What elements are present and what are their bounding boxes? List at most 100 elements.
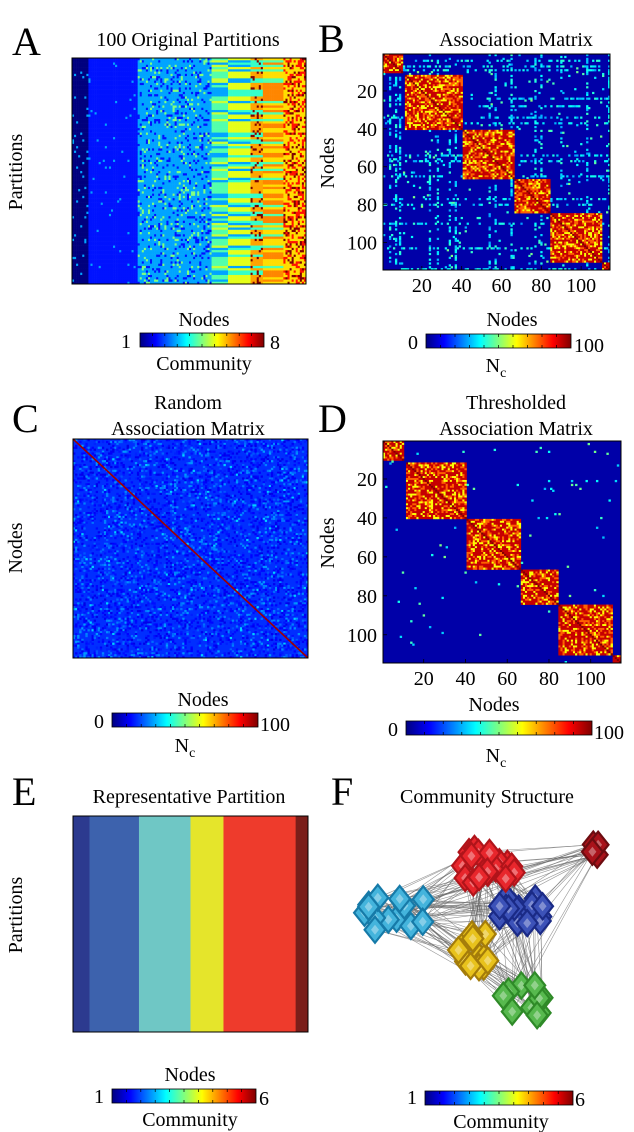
heat-cell	[108, 189, 112, 192]
heat-cell	[96, 121, 99, 124]
heat-cell	[90, 211, 93, 215]
heat-cell	[164, 198, 167, 201]
heat-cell	[100, 148, 104, 151]
heat-cell	[137, 241, 141, 244]
heat-cell	[92, 227, 95, 231]
heat-cell	[108, 155, 112, 158]
heat-cell	[115, 143, 118, 147]
heat-cell	[119, 85, 122, 88]
heat-cell	[168, 250, 171, 253]
heat-cell	[119, 204, 122, 208]
heat-cell	[92, 130, 95, 133]
heat-cell	[127, 155, 130, 158]
heat-cell	[139, 279, 143, 283]
heat-cell	[111, 193, 114, 197]
heat-cell	[74, 146, 77, 149]
heat-cell	[98, 220, 102, 224]
heat-cell	[158, 130, 161, 133]
heat-cell	[86, 91, 89, 95]
heat-cell	[168, 186, 171, 190]
heat-cell	[76, 89, 79, 93]
heat-cell	[121, 265, 124, 269]
heat-cell	[141, 76, 145, 79]
heat-cell	[98, 177, 102, 181]
heat-cell	[166, 268, 169, 271]
heat-cell	[131, 125, 134, 129]
heat-cell	[139, 207, 143, 210]
heat-cell	[160, 220, 163, 224]
heat-cell	[119, 236, 122, 240]
heat-cell	[137, 171, 141, 174]
heat-cell	[164, 256, 167, 260]
heat-cell	[100, 69, 104, 72]
heat-cell	[86, 82, 89, 86]
heat-cell	[162, 107, 165, 111]
heat-cell	[108, 137, 112, 140]
heat-cell	[100, 247, 104, 251]
heat-cell	[84, 261, 87, 264]
heat-cell	[72, 207, 75, 210]
heat-cell	[104, 105, 108, 109]
heat-cell	[96, 213, 99, 217]
heat-cell	[113, 241, 116, 244]
heat-cell	[78, 259, 81, 262]
heat-cell	[135, 193, 138, 197]
heat-cell	[119, 222, 122, 226]
heat-cell	[80, 82, 83, 86]
heat-cell	[106, 67, 110, 70]
heat-cell	[86, 96, 89, 99]
heat-cell	[131, 58, 134, 61]
heat-cell	[135, 241, 138, 244]
heat-cell	[143, 180, 147, 183]
heat-cell	[72, 229, 75, 233]
heat-cell	[133, 225, 136, 228]
heat-cell	[150, 107, 153, 111]
heat-cell	[129, 168, 132, 172]
heat-cell	[166, 98, 169, 102]
heat-cell	[164, 202, 167, 206]
heat-cell	[74, 155, 77, 158]
heat-cell	[100, 261, 104, 264]
heat-cell	[86, 85, 89, 88]
heat-cell	[125, 148, 128, 151]
heat-cell	[147, 69, 151, 72]
heat-cell	[170, 98, 173, 102]
heat-cell	[96, 164, 99, 167]
heat-cell	[170, 91, 173, 95]
heat-cell	[133, 78, 136, 81]
heat-cell	[78, 141, 81, 145]
heat-cell	[172, 164, 175, 167]
heat-cell	[88, 168, 91, 172]
heat-cell	[162, 159, 165, 163]
heat-cell	[172, 243, 175, 246]
heat-cell	[84, 213, 87, 217]
heat-cell	[104, 155, 108, 158]
heat-cell	[141, 80, 145, 84]
heat-cell	[90, 182, 93, 185]
heat-cell	[74, 250, 77, 253]
heat-cell	[141, 67, 145, 70]
heat-cell	[96, 132, 99, 136]
heat-cell	[125, 272, 128, 276]
heat-cell	[127, 268, 130, 271]
heat-cell	[143, 164, 147, 167]
heat-cell	[76, 80, 79, 84]
heat-cell	[123, 250, 126, 253]
heat-cell	[141, 161, 145, 165]
heat-cell	[121, 250, 124, 253]
heat-cell	[150, 146, 153, 149]
heat-cell	[139, 94, 143, 97]
heat-cell	[102, 191, 106, 194]
heat-cell	[119, 114, 122, 118]
heat-cell	[72, 164, 75, 167]
heat-cell	[74, 87, 77, 90]
heat-cell	[152, 159, 155, 163]
heat-cell	[90, 141, 93, 145]
heat-cell	[82, 60, 85, 63]
heat-cell	[72, 261, 75, 264]
heat-cell	[166, 277, 169, 280]
heat-cell	[139, 76, 143, 79]
heat-cell	[108, 67, 112, 70]
heat-cell	[158, 232, 161, 235]
heat-cell	[111, 62, 114, 66]
